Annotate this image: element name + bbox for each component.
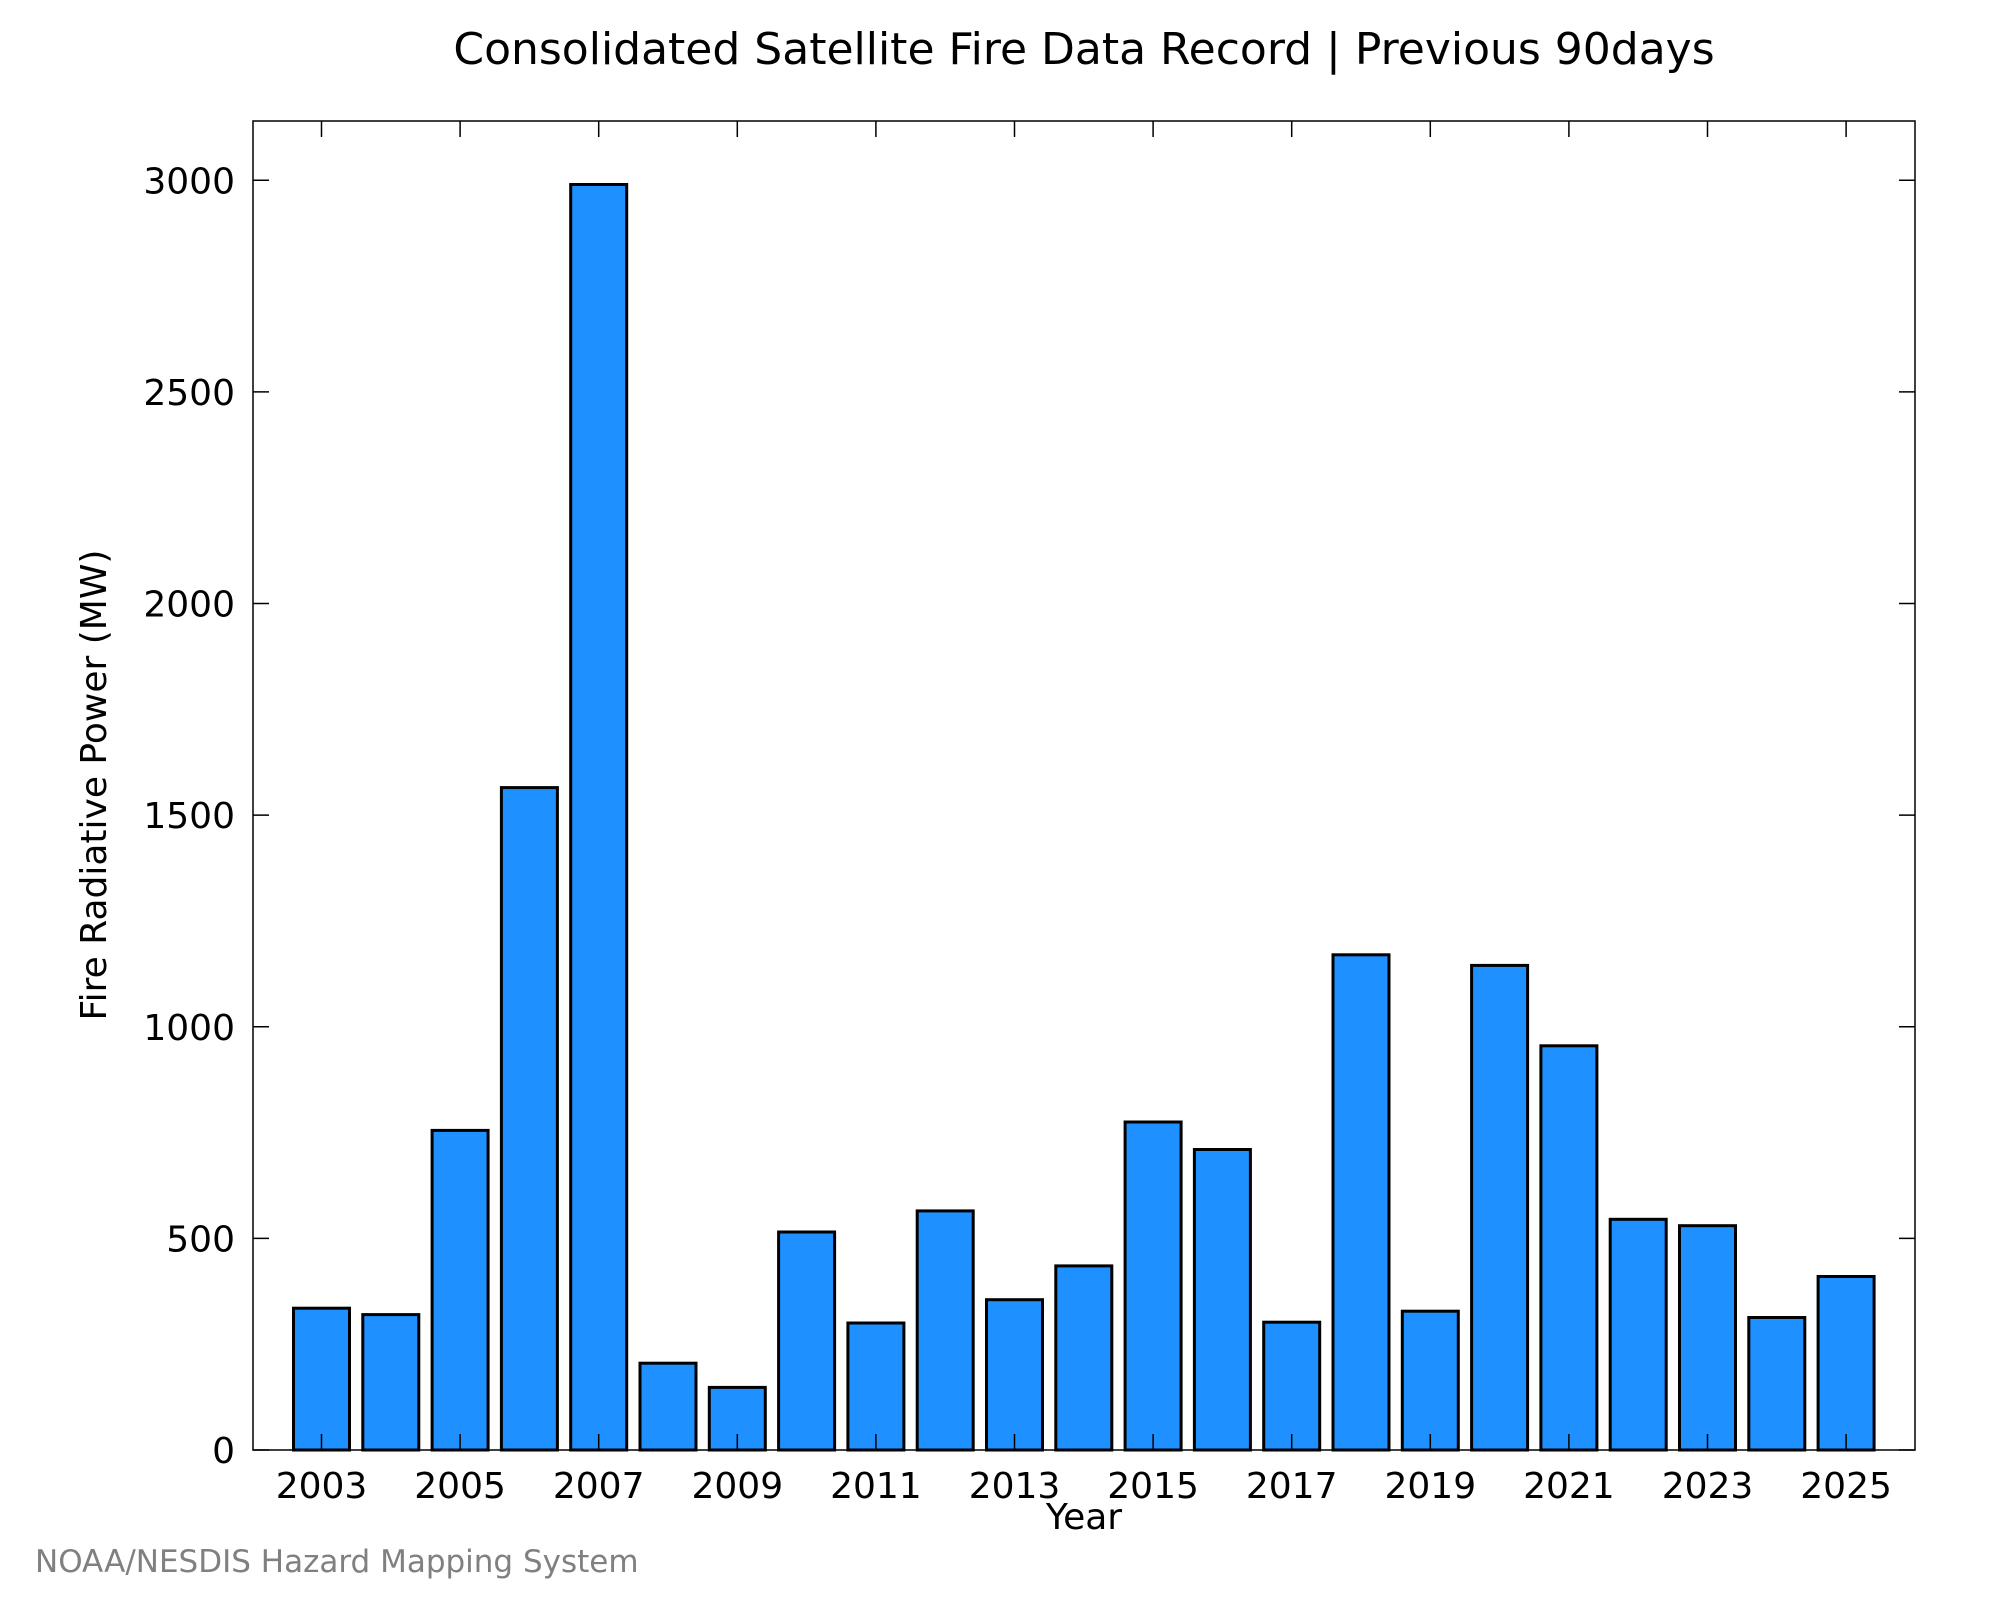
bar-2021 xyxy=(1539,1044,1599,1452)
bar-2012 xyxy=(915,1209,975,1452)
y-tick-label: 2000 xyxy=(143,585,235,626)
bar-2011 xyxy=(846,1321,906,1452)
bar-2023 xyxy=(1678,1224,1737,1452)
bar-2017 xyxy=(1262,1320,1322,1452)
y-tick-label: 0 xyxy=(212,1431,235,1472)
x-axis-label: Year xyxy=(1045,1497,1122,1538)
bar-2024 xyxy=(1747,1316,1807,1452)
x-tick-label: 2015 xyxy=(1107,1466,1199,1507)
bar-2004 xyxy=(361,1313,421,1452)
y-tick-label: 1500 xyxy=(143,796,235,837)
x-tick-label: 2003 xyxy=(276,1466,368,1507)
bar-2006 xyxy=(499,786,559,1452)
bar-2010 xyxy=(777,1230,837,1452)
x-tick-label: 2025 xyxy=(1800,1466,1892,1507)
y-tick-label: 2500 xyxy=(143,373,235,414)
bar-2007 xyxy=(569,183,629,1452)
x-tick-label: 2007 xyxy=(553,1466,645,1507)
x-axis: 2003 2005 2007 2009 2011 2013 2015 2017 2019 2021… xyxy=(276,121,1892,1507)
bar-2016 xyxy=(1192,1148,1252,1452)
x-tick-label: 2013 xyxy=(969,1466,1061,1507)
bar-2025 xyxy=(1816,1275,1876,1452)
chart-title: Consolidated Satellite Fire Data Record … xyxy=(453,24,1714,75)
bar-2014 xyxy=(1054,1264,1114,1452)
x-tick-label: 2017 xyxy=(1246,1466,1338,1507)
x-tick-label: 2021 xyxy=(1523,1466,1615,1507)
y-axis-label: Fire Radiative Power (MW) xyxy=(74,550,115,1021)
bar-2022 xyxy=(1608,1217,1668,1452)
x-tick-label: 2009 xyxy=(691,1466,783,1507)
bar-2003 xyxy=(292,1306,351,1452)
x-tick-label: 2011 xyxy=(830,1466,922,1507)
bar-2019 xyxy=(1400,1309,1460,1452)
bar-2015 xyxy=(1123,1120,1183,1452)
x-tick-label: 2023 xyxy=(1662,1466,1754,1507)
x-tick-label: 2005 xyxy=(414,1466,506,1507)
x-tick-label: 2019 xyxy=(1384,1466,1476,1507)
bar-2020 xyxy=(1470,963,1530,1452)
source-credit: NOAA/NESDIS Hazard Mapping System xyxy=(35,1544,639,1580)
y-tick-label: 500 xyxy=(166,1219,235,1260)
bar-2005 xyxy=(430,1128,490,1452)
y-tick-label: 3000 xyxy=(143,161,235,202)
y-tick-label: 1000 xyxy=(143,1008,235,1049)
y-axis: 0 500 1000 1500 2000 2500 3000 xyxy=(143,161,1915,1472)
bar-2013 xyxy=(985,1298,1044,1452)
bar-2008 xyxy=(638,1361,698,1452)
bar-series xyxy=(292,183,1876,1452)
plot-frame xyxy=(252,120,1916,1451)
bar-2018 xyxy=(1331,953,1391,1452)
